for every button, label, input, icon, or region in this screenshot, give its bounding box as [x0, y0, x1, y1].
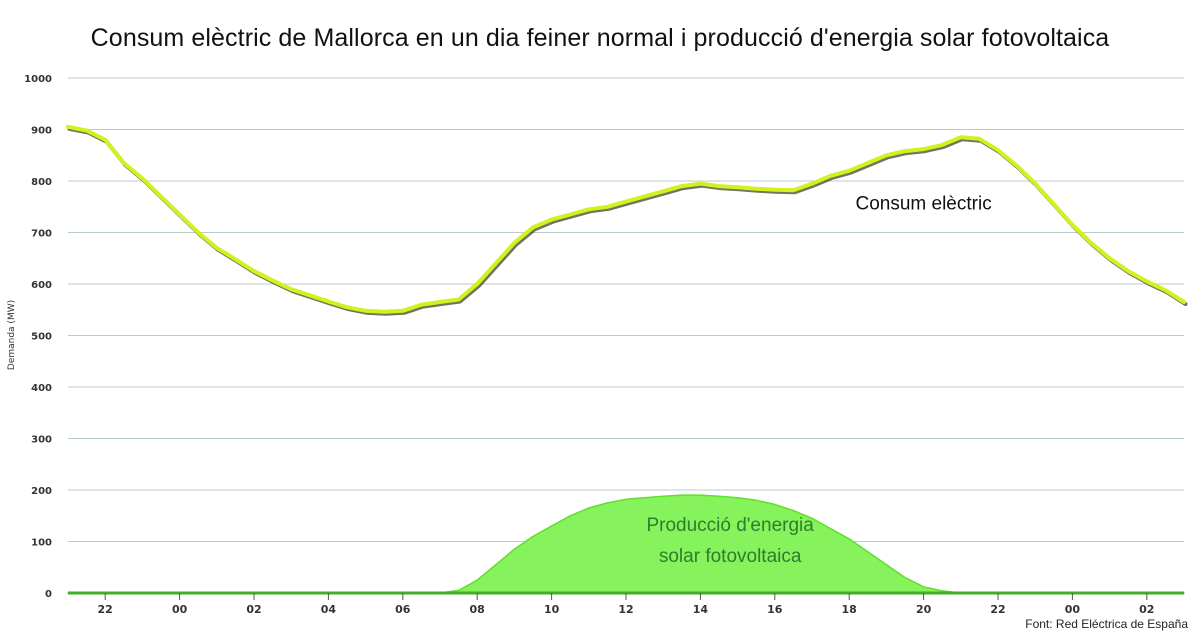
- x-tick-label: 12: [618, 603, 633, 616]
- y-tick-label-700: 700: [31, 229, 52, 240]
- y-axis-label: Demanda (MW): [7, 300, 17, 370]
- x-tick-label: 16: [767, 603, 783, 616]
- annotation-solar-line2: solar fotovoltaica: [659, 546, 802, 567]
- x-tick-label: 04: [321, 603, 337, 616]
- y-tick-label-500: 500: [31, 332, 52, 343]
- y-tick-label-800: 800: [31, 177, 52, 188]
- annotation-consum: Consum elèctric: [855, 193, 991, 214]
- x-tick-label: 10: [544, 603, 560, 616]
- source-credit: Font: Red Eléctrica de España: [1025, 617, 1188, 631]
- x-tick-label: 06: [395, 603, 411, 616]
- gridlines: [68, 77, 1184, 542]
- x-tick-label: 22: [990, 603, 1005, 616]
- demand-line: [66, 124, 1186, 314]
- y-tick-label-1000: 1000: [24, 74, 52, 85]
- y-axis-ticks: 0 100 200 300 400 500 600 700 800 900 1000: [24, 74, 52, 600]
- x-tick-label: 20: [916, 603, 932, 616]
- y-tick-label-900: 900: [31, 126, 52, 137]
- y-tick-label-300: 300: [31, 435, 52, 446]
- x-tick-label: 02: [1139, 603, 1154, 616]
- x-tick-label: 18: [842, 603, 857, 616]
- x-tick-label: 14: [693, 603, 709, 616]
- x-tick-label: 22: [98, 603, 113, 616]
- y-tick-label-0: 0: [45, 589, 52, 600]
- annotation-solar-line1: Producció d'energia: [646, 515, 814, 536]
- solar-area-group: [67, 494, 1185, 594]
- x-tick-label: 02: [246, 603, 261, 616]
- demand-line-group: [66, 124, 1188, 316]
- x-tick-label: 00: [172, 603, 188, 616]
- x-tick-label: 08: [470, 603, 485, 616]
- y-tick-label-600: 600: [31, 280, 52, 291]
- x-axis: 22 00 02 04 06 08 10 12 14 16 18 20 22 00 02: [68, 591, 1184, 616]
- y-tick-label-100: 100: [31, 538, 52, 549]
- solar-production-area: [67, 494, 1185, 594]
- demand-line-shadow: [67, 126, 1188, 316]
- y-tick-label-200: 200: [31, 486, 52, 497]
- x-tick-label: 00: [1065, 603, 1081, 616]
- chart-title: Consum elèctric de Mallorca en un dia fe…: [90, 24, 1110, 52]
- y-tick-label-400: 400: [31, 383, 52, 394]
